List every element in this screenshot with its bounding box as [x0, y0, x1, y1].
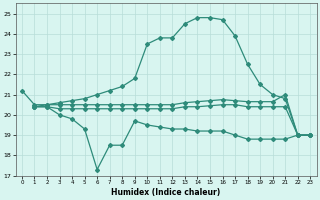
- X-axis label: Humidex (Indice chaleur): Humidex (Indice chaleur): [111, 188, 221, 197]
